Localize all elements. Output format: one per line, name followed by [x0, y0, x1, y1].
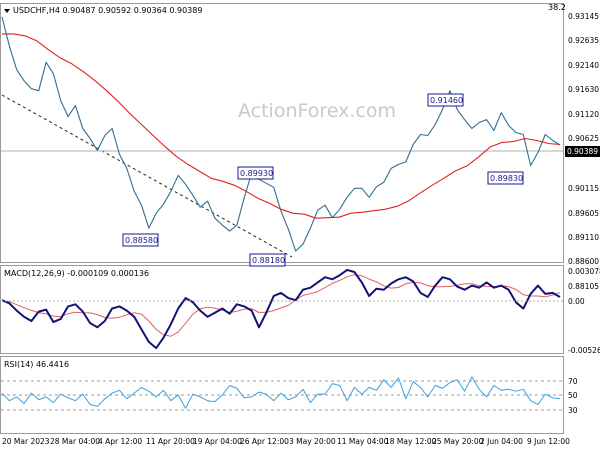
annotation-0.89830: 0.89830 [487, 171, 524, 185]
macd-signal-line [1, 274, 561, 337]
macd-series [1, 268, 561, 350]
y-tick: 0.89110 [568, 233, 599, 242]
corner-value: 38.2 [548, 3, 566, 12]
rsi-label: RSI(14) 46.4416 [4, 360, 69, 369]
y-tick: 0.90115 [568, 184, 599, 193]
moving-average-series [2, 33, 561, 219]
x-tick: 18 May 12:00 [385, 437, 437, 446]
x-tick: 4 Apr 12:00 [98, 437, 142, 446]
x-axis: 20 Mar 2023 28 Mar 04:00 4 Apr 12:00 11 … [2, 437, 570, 446]
annotation-0.91460: 0.91460 [427, 93, 464, 107]
y-tick: 0.88105 [568, 282, 599, 291]
y-tick: 0.91120 [568, 110, 599, 119]
x-tick: 26 Apr 12:00 [240, 437, 289, 446]
annotation-label: 0.91460 [430, 96, 463, 105]
watermark: ActionForex.com [238, 100, 396, 122]
y-tick: 0.89605 [568, 209, 599, 218]
x-tick: 28 Mar 04:00 [50, 437, 100, 446]
current-price-box [565, 146, 600, 157]
macd-y-tick: 0.003078 [568, 267, 600, 276]
rsi-y-tick: 70 [568, 377, 578, 386]
macd-y-tick: 0.00 [568, 297, 585, 306]
y-tick: 0.92140 [568, 61, 599, 70]
annotation-label: 0.89930 [240, 169, 273, 178]
y-tick: 0.92635 [568, 36, 599, 45]
chevron-down-icon[interactable] [4, 9, 10, 13]
rsi-series [1, 376, 561, 409]
x-tick: 2 Jun 04:00 [480, 437, 523, 446]
annotation-0.89930: 0.89930 [237, 166, 274, 180]
x-tick: 9 Jun 12:00 [527, 437, 570, 446]
annotation-label: 0.88180 [252, 256, 285, 265]
annotation-label: 0.89830 [490, 174, 523, 183]
x-tick: 11 Apr 20:00 [146, 437, 195, 446]
macd-label: MACD(12,26,9) -0.000109 0.000136 [4, 269, 149, 278]
x-tick: 20 Mar 2023 [2, 437, 50, 446]
x-tick: 11 May 04:00 [337, 437, 389, 446]
macd-y-tick: -0.005268 [568, 346, 600, 355]
annotation-0.88180: 0.88180 [249, 253, 286, 267]
x-tick: 25 May 20:00 [432, 437, 484, 446]
macd-panel [0, 265, 564, 354]
main-panel [0, 3, 564, 263]
annotation-0.88580: 0.88580 [122, 233, 159, 247]
y-tick: 0.88600 [568, 257, 599, 266]
y-tick: 0.93145 [568, 12, 599, 21]
x-tick: 3 May 20:00 [289, 437, 336, 446]
trend-line [1, 94, 293, 258]
x-tick: 19 Apr 04:00 [193, 437, 242, 446]
rsi-y-tick: 30 [568, 406, 578, 415]
rsi-line [1, 376, 561, 409]
y-tick: 0.90625 [568, 134, 599, 143]
rsi-panel [0, 356, 564, 434]
rsi-y-tick: 50 [568, 391, 578, 400]
y-tick: 0.91630 [568, 85, 599, 94]
price-series [1, 16, 561, 252]
annotation-label: 0.88580 [125, 236, 158, 245]
symbol-header: USDCHF,H4 0.90487 0.90592 0.90364 0.9038… [13, 6, 202, 15]
price-line [1, 16, 561, 252]
current-price-label: 0.90389 [567, 147, 598, 156]
ma-line [2, 33, 561, 219]
macd-line [1, 268, 561, 350]
main-y-axis: 0.93145 0.92635 0.92140 0.91630 0.91120 … [568, 12, 599, 291]
